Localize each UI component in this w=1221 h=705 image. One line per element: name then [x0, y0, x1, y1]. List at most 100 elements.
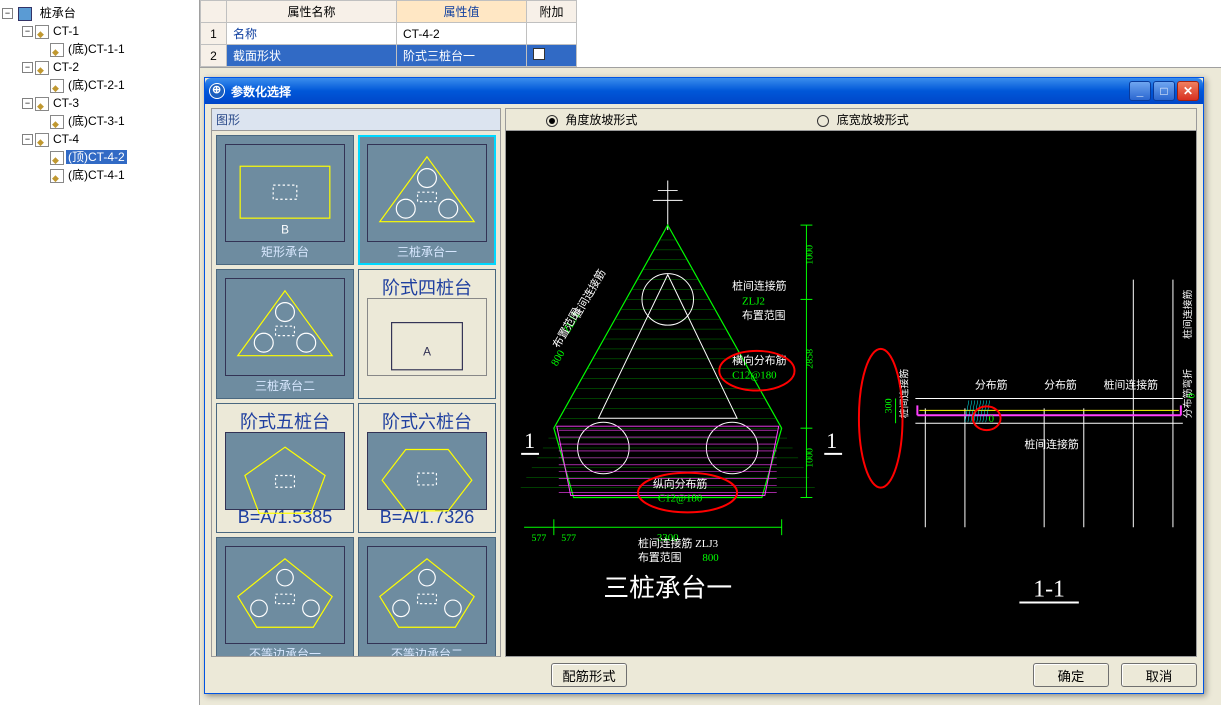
- prop-row[interactable]: 1名称CT-4-2: [201, 23, 577, 45]
- maximize-button[interactable]: □: [1153, 81, 1175, 101]
- prop-name: 截面形状: [227, 45, 397, 67]
- svg-text:0: 0: [1186, 392, 1196, 398]
- dialog-titlebar[interactable]: 参数化选择 _ □ ✕: [205, 78, 1203, 104]
- tree-item[interactable]: − CT-3: [2, 94, 197, 112]
- radio-icon: [546, 115, 558, 127]
- svg-text:分布筋: 分布筋: [1044, 378, 1077, 392]
- shape-caption: 三桩承台二: [255, 377, 315, 394]
- shape-thumb: [367, 546, 487, 644]
- svg-text:1: 1: [826, 429, 837, 453]
- prop-extra[interactable]: [527, 45, 577, 67]
- radio-width[interactable]: 底宽放坡形式: [817, 111, 908, 128]
- node-icon: [50, 79, 64, 93]
- shape-card[interactable]: 阶式六桩台B=A/1.7326: [358, 403, 496, 533]
- radio-angle[interactable]: 角度放坡形式: [546, 111, 637, 128]
- shape-caption: 不等边承台一: [249, 645, 321, 656]
- svg-text:布置范围: 布置范围: [638, 550, 682, 564]
- shape-big-label: 阶式四桩台: [359, 274, 495, 300]
- node-icon: [35, 97, 49, 111]
- svg-text:577: 577: [532, 533, 547, 544]
- shape-big-label: 阶式六桩台: [359, 408, 495, 434]
- cad-view[interactable]: 3300577577100028581000桩间连接筋ZLJ1布置范围800桩间…: [506, 131, 1196, 656]
- shape-caption: 矩形承台: [261, 243, 309, 260]
- radio-angle-label: 角度放坡形式: [565, 113, 637, 127]
- collapse-icon[interactable]: −: [22, 98, 33, 109]
- tree-item[interactable]: (顶)CT-4-2: [2, 148, 197, 166]
- svg-text:800: 800: [549, 348, 568, 369]
- collapse-icon[interactable]: −: [22, 134, 33, 145]
- dialog-footer: 配筋形式 确定 取消: [211, 661, 1197, 689]
- tree-root[interactable]: − 桩承台: [2, 4, 197, 22]
- cancel-button[interactable]: 取消: [1121, 663, 1197, 687]
- shape-card[interactable]: 三桩承台一: [358, 135, 496, 265]
- svg-text:桩间连接筋: 桩间连接筋: [1181, 289, 1194, 339]
- tree-item-label: (底)CT-3-1: [66, 114, 127, 128]
- tree-item[interactable]: − CT-1: [2, 22, 197, 40]
- svg-text:布置范围: 布置范围: [549, 306, 583, 351]
- shape-card[interactable]: B 矩形承台: [216, 135, 354, 265]
- svg-text:三桩承台一: 三桩承台一: [603, 574, 732, 603]
- shape-thumb: B: [225, 144, 345, 242]
- prop-value[interactable]: CT-4-2: [397, 23, 527, 45]
- tree-item[interactable]: −CT-4: [2, 130, 197, 148]
- prop-value[interactable]: 阶式三桩台一: [397, 45, 527, 67]
- collapse-icon[interactable]: −: [22, 26, 33, 37]
- tree-item-label: CT-3: [51, 96, 81, 110]
- property-grid: 属性名称 属性值 附加 1名称CT-4-22截面形状阶式三桩台一: [200, 0, 1221, 68]
- shape-card[interactable]: 不等边承台一: [216, 537, 354, 656]
- svg-text:2858: 2858: [804, 349, 815, 369]
- shape-gallery-header: 图形: [212, 109, 500, 131]
- close-button[interactable]: ✕: [1177, 81, 1199, 101]
- svg-text:B: B: [281, 223, 289, 236]
- tree-item[interactable]: (底)CT-4-1: [2, 166, 197, 184]
- node-icon: [50, 115, 64, 129]
- node-icon: [50, 169, 64, 183]
- shape-thumb: [367, 432, 487, 510]
- svg-text:800: 800: [702, 552, 719, 564]
- tree-root-label: 桩承台: [38, 6, 78, 20]
- svg-text:分布筋: 分布筋: [975, 378, 1008, 392]
- shape-thumb: [225, 278, 345, 376]
- collapse-icon[interactable]: −: [2, 8, 13, 19]
- row-number: 1: [201, 23, 227, 45]
- checkbox-icon[interactable]: [533, 48, 545, 60]
- node-icon: [50, 151, 64, 165]
- cad-panel: 角度放坡形式 底宽放坡形式 3300577577100028581000桩间连接…: [505, 108, 1197, 657]
- node-icon: [35, 25, 49, 39]
- prop-header-name: 属性名称: [227, 1, 397, 23]
- svg-text:1000: 1000: [804, 448, 815, 468]
- svg-text:布置范围: 布置范围: [742, 308, 786, 322]
- row-number: 2: [201, 45, 227, 67]
- svg-text:1-1: 1-1: [1033, 577, 1065, 603]
- collapse-icon[interactable]: −: [22, 62, 33, 73]
- tree-item[interactable]: (底)CT-1-1: [2, 40, 197, 58]
- svg-text:ZLJ2: ZLJ2: [742, 295, 765, 307]
- tree-item[interactable]: (底)CT-3-1: [2, 112, 197, 130]
- prop-extra[interactable]: [527, 23, 577, 45]
- radio-icon: [817, 115, 829, 127]
- prop-row[interactable]: 2截面形状阶式三桩台一: [201, 45, 577, 67]
- tree-item[interactable]: − CT-2: [2, 58, 197, 76]
- svg-text:577: 577: [561, 533, 576, 544]
- rebar-form-button[interactable]: 配筋形式: [551, 663, 627, 687]
- svg-text:300: 300: [884, 398, 895, 413]
- shape-thumb: A: [367, 298, 487, 376]
- shape-card[interactable]: 三桩承台二: [216, 269, 354, 399]
- svg-text:0: 0: [989, 413, 995, 425]
- ok-button[interactable]: 确定: [1033, 663, 1109, 687]
- tree-item[interactable]: (底)CT-2-1: [2, 76, 197, 94]
- shape-card[interactable]: 阶式五桩台B=A/1.5385: [216, 403, 354, 533]
- shape-scroll[interactable]: B 矩形承台 三桩承台一三桩承台二 阶式四桩台A阶式五桩台B=A/1.5385阶式六桩…: [212, 131, 500, 656]
- shape-card[interactable]: 阶式四桩台A: [358, 269, 496, 399]
- svg-text:桩间连接筋: 桩间连接筋: [1104, 378, 1158, 392]
- dialog-icon: [209, 83, 225, 99]
- shape-big-label: 阶式五桩台: [217, 408, 353, 434]
- radio-width-label: 底宽放坡形式: [837, 113, 909, 127]
- shape-card[interactable]: 不等边承台二: [358, 537, 496, 656]
- minimize-button[interactable]: _: [1129, 81, 1151, 101]
- tree-item-label: CT-2: [51, 60, 81, 74]
- prop-name: 名称: [227, 23, 397, 45]
- node-icon: [50, 43, 64, 57]
- tree-item-label: CT-1: [51, 24, 81, 38]
- shape-gallery: 图形 B矩形承台三桩承台一三桩承台二阶式四桩台A阶式五桩台B=A/1.5385阶…: [211, 108, 501, 657]
